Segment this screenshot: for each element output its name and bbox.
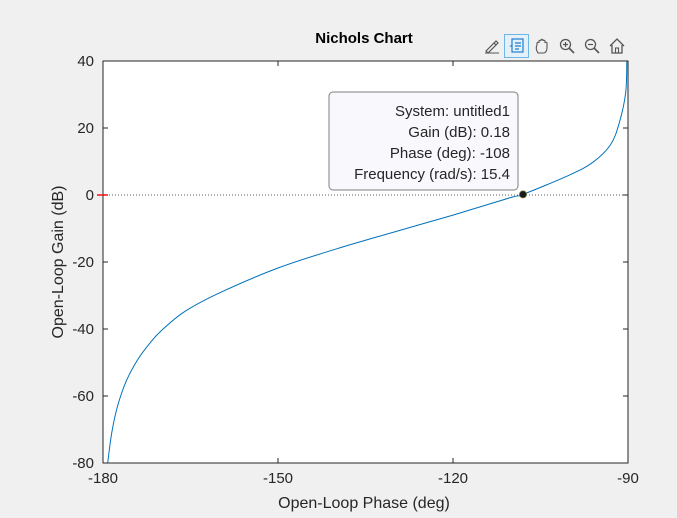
y-tick-label: -60 xyxy=(72,388,94,405)
datatip-line: Phase (deg): -108 xyxy=(390,145,510,162)
y-tick-label: -40 xyxy=(72,321,94,338)
datatip[interactable]: System: untitled1 Gain (dB): 0.18 Phase (d… xyxy=(328,91,527,199)
y-tick-label: 0 xyxy=(86,187,94,204)
tick-labels: -180 -150 -120 -90 -80 -60 -40 -20 0 20 40 xyxy=(72,53,639,487)
x-tick-label: -90 xyxy=(617,470,639,487)
datatip-line: System: untitled1 xyxy=(395,103,510,120)
x-axis-label: Open-Loop Phase (deg) xyxy=(278,495,450,512)
axes-toolbar xyxy=(480,34,630,58)
x-tick-label: -180 xyxy=(88,470,118,487)
x-tick-label: -120 xyxy=(438,470,468,487)
nichols-curve[interactable] xyxy=(107,60,628,464)
zoom-in-icon[interactable] xyxy=(555,35,578,57)
datatip-icon[interactable] xyxy=(504,34,529,58)
y-tick-label: 40 xyxy=(77,53,94,70)
chart-title: Nichols Chart xyxy=(315,30,413,47)
y-tick-label: 20 xyxy=(77,120,94,137)
zoom-out-icon[interactable] xyxy=(580,35,603,57)
nichols-curve-line[interactable] xyxy=(107,60,628,464)
datatip-box xyxy=(328,91,519,191)
pan-icon[interactable] xyxy=(530,35,553,57)
brush-icon[interactable] xyxy=(480,35,503,57)
y-axis-label: Open-Loop Gain (dB) xyxy=(50,186,67,339)
axis-ticks xyxy=(97,60,629,464)
y-tick-label: -80 xyxy=(72,455,94,472)
datatip-line: Frequency (rad/s): 15.4 xyxy=(354,166,510,183)
y-tick-label: -20 xyxy=(72,254,94,271)
x-tick-label: -150 xyxy=(263,470,293,487)
home-icon[interactable] xyxy=(605,35,628,57)
datatip-marker[interactable] xyxy=(519,190,527,199)
datatip-line: Gain (dB): 0.18 xyxy=(408,124,510,141)
